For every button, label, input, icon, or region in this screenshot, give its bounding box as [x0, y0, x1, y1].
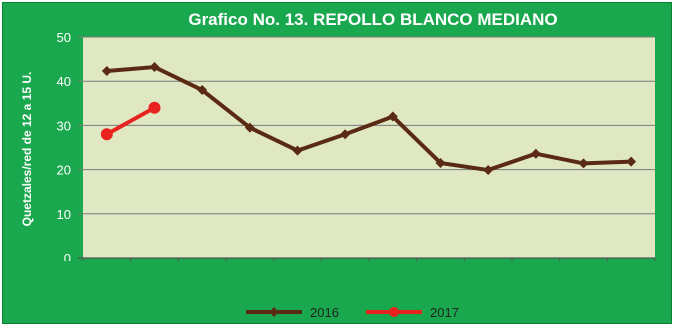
- legend-marker: [389, 307, 399, 317]
- data-point-marker: [148, 101, 161, 114]
- data-point-marker: [101, 66, 112, 77]
- y-axis-label: Quetzales/red de 12 a 15 U.: [20, 72, 34, 227]
- y-tick-label: 40: [57, 74, 71, 89]
- legend-marker: [269, 307, 279, 317]
- data-point-marker: [340, 129, 351, 140]
- series-line-2017: [105, 105, 156, 136]
- chart-title: Grafico No. 13. REPOLLO BLANCO MEDIANO: [188, 10, 557, 29]
- chart-frame: 0 10 20 30 40 50 Grafico No. 13. REPOLLO BLAN…: [2, 2, 672, 324]
- data-point-marker: [149, 62, 160, 73]
- legend: 2016 2017: [246, 305, 459, 320]
- y-tick-label: 20: [57, 163, 71, 178]
- data-point-marker: [197, 85, 208, 96]
- data-point-marker: [100, 128, 113, 141]
- y-tick-label: 0: [64, 251, 71, 266]
- plot-area: [83, 37, 655, 258]
- line-chart: 0 10 20 30 40 50 Grafico No. 13. REPOLLO BLAN…: [7, 10, 669, 321]
- y-tick-labels: 0 10 20 30 40 50: [57, 30, 71, 266]
- y-tick-label: 10: [57, 207, 71, 222]
- y-tick-label: 30: [57, 118, 71, 133]
- series-lines: [100, 62, 637, 176]
- legend-area: [7, 261, 669, 321]
- data-point-marker: [292, 145, 303, 156]
- y-tick-label: 50: [57, 30, 71, 45]
- data-point-marker: [435, 157, 446, 168]
- data-point-marker: [387, 111, 398, 122]
- data-point-marker: [530, 148, 541, 159]
- legend-label: 2017: [430, 305, 459, 320]
- series-line-2016: [106, 65, 632, 173]
- legend-label: 2016: [310, 305, 339, 320]
- data-point-marker: [244, 122, 255, 133]
- data-point-marker: [626, 156, 637, 167]
- data-point-marker: [578, 158, 589, 169]
- data-point-marker: [483, 165, 494, 176]
- gridlines: [78, 36, 655, 259]
